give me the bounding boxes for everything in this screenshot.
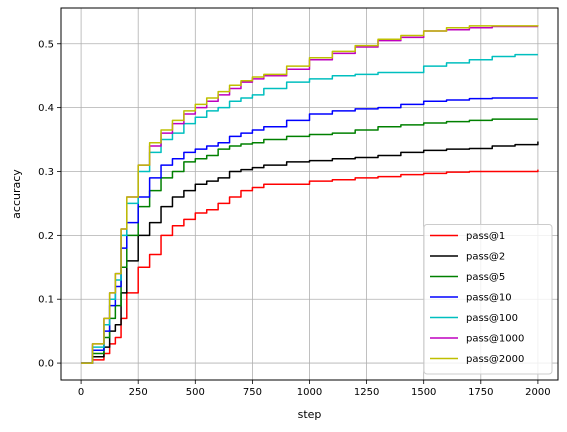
- x-tick-label: 500: [186, 387, 205, 398]
- y-axis-label: accuracy: [10, 169, 23, 219]
- x-axis: 0 250 500 750 1000 1250 1500 1750 2000: [78, 380, 551, 398]
- x-tick-label: 0: [78, 387, 84, 398]
- legend-label: pass@1000: [466, 334, 524, 345]
- legend-box: [423, 224, 553, 375]
- legend-label: pass@10: [466, 293, 512, 304]
- legend-label: pass@2: [466, 252, 505, 263]
- y-tick-label: 0.2: [38, 231, 54, 242]
- x-axis-label: step: [298, 408, 322, 421]
- legend-label: pass@1: [466, 231, 505, 242]
- legend-label: pass@2000: [466, 354, 524, 365]
- x-tick-label: 750: [243, 387, 262, 398]
- y-tick-label: 0.1: [38, 295, 54, 306]
- y-tick-label: 0.5: [38, 39, 54, 50]
- legend: pass@1 pass@2 pass@5 pass@10 pass@100 pass@10…: [423, 224, 553, 375]
- x-tick-label: 1000: [297, 387, 322, 398]
- series-line-pass-at-2000: [81, 25, 539, 364]
- y-tick-label: 0.4: [38, 103, 54, 114]
- y-tick-label: 0.3: [38, 167, 54, 178]
- series-layer: [81, 25, 539, 364]
- x-tick-label: 2000: [525, 387, 550, 398]
- series-line-pass-at-1: [81, 169, 539, 364]
- x-tick-label: 1500: [411, 387, 436, 398]
- x-tick-label: 1750: [468, 387, 493, 398]
- y-tick-label: 0.0: [38, 359, 54, 370]
- x-tick-label: 1250: [354, 387, 379, 398]
- legend-label: pass@5: [466, 272, 505, 283]
- y-axis: 0.0 0.1 0.2 0.3 0.4 0.5: [38, 39, 61, 370]
- x-tick-label: 250: [129, 387, 148, 398]
- legend-label: pass@100: [466, 313, 518, 324]
